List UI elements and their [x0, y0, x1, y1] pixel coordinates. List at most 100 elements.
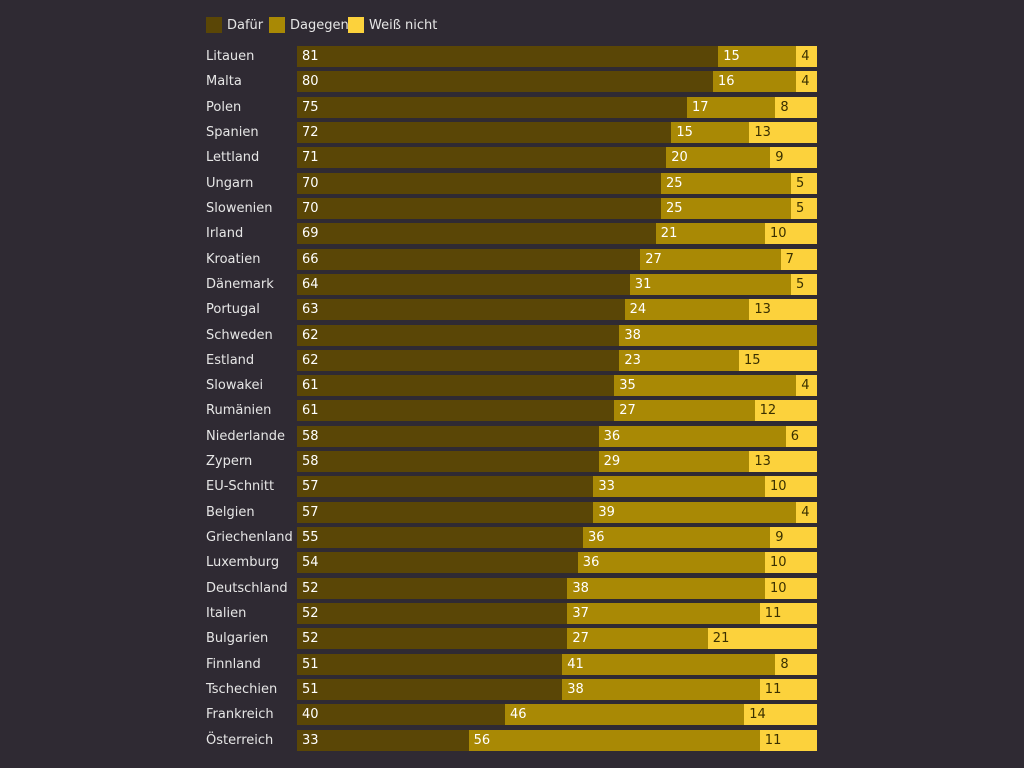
bar-segment [567, 578, 765, 599]
data-label: 35 [619, 378, 636, 393]
data-label: 11 [764, 606, 782, 621]
bar-segment [297, 223, 656, 244]
bar-segment [297, 299, 625, 320]
data-label: 5 [796, 277, 805, 292]
category-label: Niederlande [206, 429, 285, 444]
bar-segment [640, 249, 781, 270]
data-label: 36 [603, 429, 621, 444]
bar-segment [749, 451, 817, 472]
category-label: Litauen [206, 49, 255, 64]
category-label: Frankreich [206, 707, 274, 722]
data-label: 57 [302, 505, 319, 520]
bar-segment [707, 628, 817, 649]
bar-segment [629, 274, 791, 295]
bar-segment [661, 173, 791, 194]
category-label: Polen [206, 100, 242, 115]
data-label: 14 [749, 707, 766, 722]
data-label: 58 [302, 454, 319, 469]
bar-segment [619, 325, 817, 346]
category-label: Griechenland [206, 530, 293, 545]
bar-segment [739, 350, 817, 371]
data-label: 69 [302, 226, 319, 241]
bar-segment [593, 502, 797, 523]
bar-segment [796, 502, 817, 523]
data-label: 75 [302, 100, 319, 115]
bar-segment [718, 46, 797, 67]
data-label: 31 [634, 277, 652, 292]
data-label: 52 [302, 631, 319, 646]
data-label: 15 [744, 353, 761, 368]
bar-segment [567, 603, 760, 624]
data-label: 7 [785, 252, 794, 267]
data-label: 38 [572, 581, 589, 596]
bar-segment [297, 527, 583, 548]
data-label: 62 [302, 328, 319, 343]
category-label: Österreich [206, 733, 274, 748]
bar-segment [567, 628, 708, 649]
bar-segment [583, 527, 771, 548]
legend-swatch [348, 17, 364, 33]
bar-segment [297, 704, 505, 725]
bar-segment [791, 274, 817, 295]
data-label: 37 [572, 606, 589, 621]
data-label: 57 [302, 479, 319, 494]
category-label: Bulgarien [206, 631, 269, 646]
data-label: 51 [302, 657, 319, 672]
bar-segment [297, 552, 578, 573]
bar-segment [614, 375, 797, 396]
bar-segment [562, 679, 760, 700]
data-label: 25 [666, 176, 683, 191]
category-label: Deutschland [206, 581, 288, 596]
data-label: 71 [302, 150, 319, 165]
data-label: 55 [302, 530, 319, 545]
bar-segment [765, 476, 817, 497]
data-label: 4 [801, 74, 810, 89]
bar-segment [297, 603, 568, 624]
bar-segment [297, 730, 469, 751]
data-label: 58 [302, 429, 319, 444]
bar-segment [759, 679, 817, 700]
legend-item: Dafür [206, 16, 263, 34]
category-label: Portugal [206, 302, 260, 317]
category-label: Irland [206, 226, 244, 241]
bar-segment [671, 122, 750, 143]
category-label: Zypern [206, 454, 253, 469]
legend-label: Dagegen [290, 17, 349, 33]
data-label: 52 [302, 606, 319, 621]
category-label: Dänemark [206, 277, 274, 292]
category-label: Kroatien [206, 252, 261, 267]
data-label: 41 [567, 657, 584, 672]
bar-segment [759, 603, 817, 624]
data-label: 61 [302, 403, 319, 418]
data-label: 17 [692, 100, 709, 115]
bar-segment [297, 451, 599, 472]
bar-segment [297, 46, 719, 67]
bar-segment [770, 527, 817, 548]
data-label: 27 [645, 252, 662, 267]
data-label: 9 [775, 150, 784, 165]
data-label: 38 [567, 682, 584, 697]
bar-segment [562, 654, 776, 675]
data-label: 80 [302, 74, 319, 89]
category-label: Belgien [206, 505, 255, 520]
data-label: 27 [572, 631, 589, 646]
bar-segment [791, 198, 817, 219]
data-label: 23 [624, 353, 641, 368]
bar-segment [577, 552, 765, 573]
category-label: Slowakei [206, 378, 264, 393]
data-label: 70 [302, 176, 319, 191]
data-label: 13 [754, 125, 771, 140]
category-label: Malta [206, 74, 242, 89]
data-label: 24 [629, 302, 647, 317]
bar-segment [598, 451, 750, 472]
data-label: 64 [302, 277, 319, 292]
bar-segment [796, 46, 817, 67]
category-label: Rumänien [206, 403, 272, 418]
data-label: 36 [588, 530, 605, 545]
data-label: 16 [718, 74, 735, 89]
data-label: 63 [302, 302, 319, 317]
bar-segment [297, 173, 661, 194]
data-label: 5 [796, 201, 805, 216]
data-label: 9 [775, 530, 784, 545]
category-label: Finnland [206, 657, 261, 672]
